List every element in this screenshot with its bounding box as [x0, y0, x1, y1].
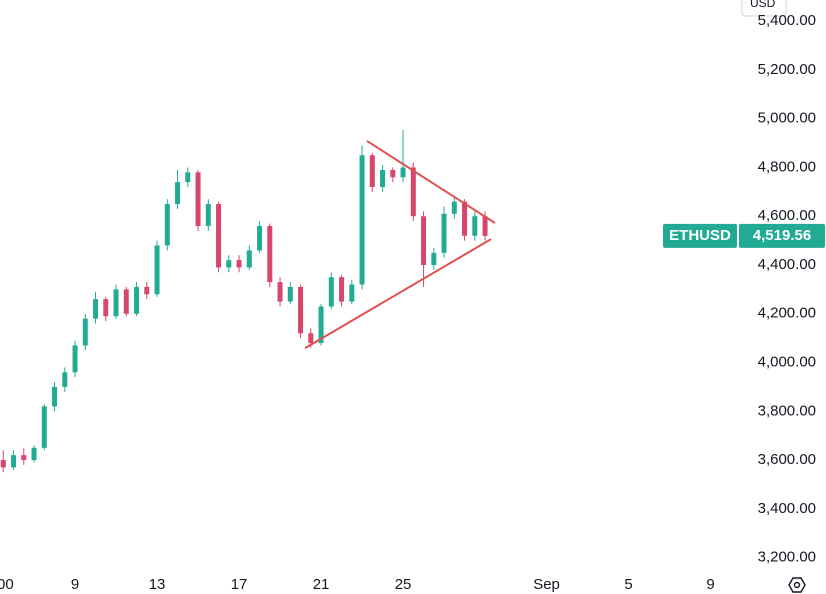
candle-body	[11, 455, 17, 468]
candle-body	[82, 318, 88, 346]
candle-body	[175, 182, 181, 205]
candle-body	[113, 289, 119, 317]
candle-body	[62, 372, 68, 387]
candle-body	[318, 306, 324, 344]
candle-body	[462, 201, 468, 236]
x-tick-label: 9	[706, 576, 714, 593]
x-tick-label: 17	[231, 576, 248, 593]
y-tick-label: 3,400.00	[758, 500, 816, 517]
candle-body	[421, 216, 427, 266]
symbol-label: ETHUSD	[669, 227, 731, 244]
y-tick-label: 3,600.00	[758, 451, 816, 468]
candle-body	[257, 226, 263, 251]
candle-body	[451, 201, 457, 214]
trendline	[366, 140, 496, 224]
candle-body	[277, 282, 283, 302]
candle-body	[216, 204, 222, 268]
candle-body	[31, 447, 37, 461]
x-tick-label: 13	[149, 576, 166, 593]
candle-body	[185, 172, 191, 183]
candle-body	[195, 172, 201, 227]
candle-body	[246, 250, 252, 268]
y-tick-label: 4,200.00	[758, 305, 816, 322]
candle-body	[400, 167, 406, 178]
x-tick-label: Sep	[533, 576, 560, 593]
candle-body	[93, 299, 99, 319]
candle-body	[380, 169, 386, 187]
y-tick-label: 4,000.00	[758, 353, 816, 370]
candle-body	[267, 226, 273, 283]
candle-body	[72, 345, 78, 373]
candle-body	[154, 245, 160, 295]
candle-body	[410, 167, 416, 217]
x-tick-label: 9	[71, 576, 79, 593]
trendline	[304, 238, 492, 350]
y-tick-label: 4,600.00	[758, 207, 816, 224]
candle-body	[441, 213, 447, 253]
candle-body	[52, 386, 58, 407]
y-tick-label: 4,400.00	[758, 256, 816, 273]
candle-body	[123, 289, 129, 314]
candle-body	[205, 204, 211, 227]
candle-body	[431, 252, 437, 266]
candle-body	[482, 216, 488, 236]
x-tick-label: 21	[313, 576, 330, 593]
currency-box[interactable]	[741, 0, 787, 17]
candle-body	[226, 260, 232, 268]
y-tick-label: 3,200.00	[758, 549, 816, 566]
candle-body	[134, 286, 140, 314]
x-tick-label: 25	[395, 576, 412, 593]
candle-body	[164, 204, 170, 246]
candle-body	[339, 277, 345, 302]
y-tick-label: 3,800.00	[758, 402, 816, 419]
candle-body	[308, 333, 314, 344]
candle-body	[21, 455, 27, 461]
y-tick-label: 5,200.00	[758, 61, 816, 78]
y-tick-label: 5,400.00	[758, 12, 816, 29]
candle-body	[359, 155, 365, 285]
candle-body	[103, 299, 109, 317]
candle-body	[390, 169, 396, 178]
settings-icon[interactable]	[788, 577, 806, 593]
candle-body	[144, 286, 150, 295]
last-price-label: 4,519.56	[753, 227, 811, 244]
candle-body	[41, 406, 47, 448]
candle-body	[298, 286, 304, 334]
y-tick-label: 5,000.00	[758, 110, 816, 127]
candle-body	[369, 155, 375, 187]
candle-body	[472, 216, 478, 236]
candle-body	[287, 286, 293, 302]
candle-body	[236, 260, 242, 268]
symbol-box	[663, 223, 737, 248]
x-tick-label: 00	[0, 576, 14, 593]
candle-body	[349, 284, 355, 302]
y-tick-label: 4,800.00	[758, 158, 816, 175]
candle-body	[328, 277, 334, 307]
last-price-box	[739, 223, 825, 248]
candle-body	[0, 460, 6, 468]
currency: USD	[750, 0, 776, 10]
x-tick-label: 5	[624, 576, 632, 593]
